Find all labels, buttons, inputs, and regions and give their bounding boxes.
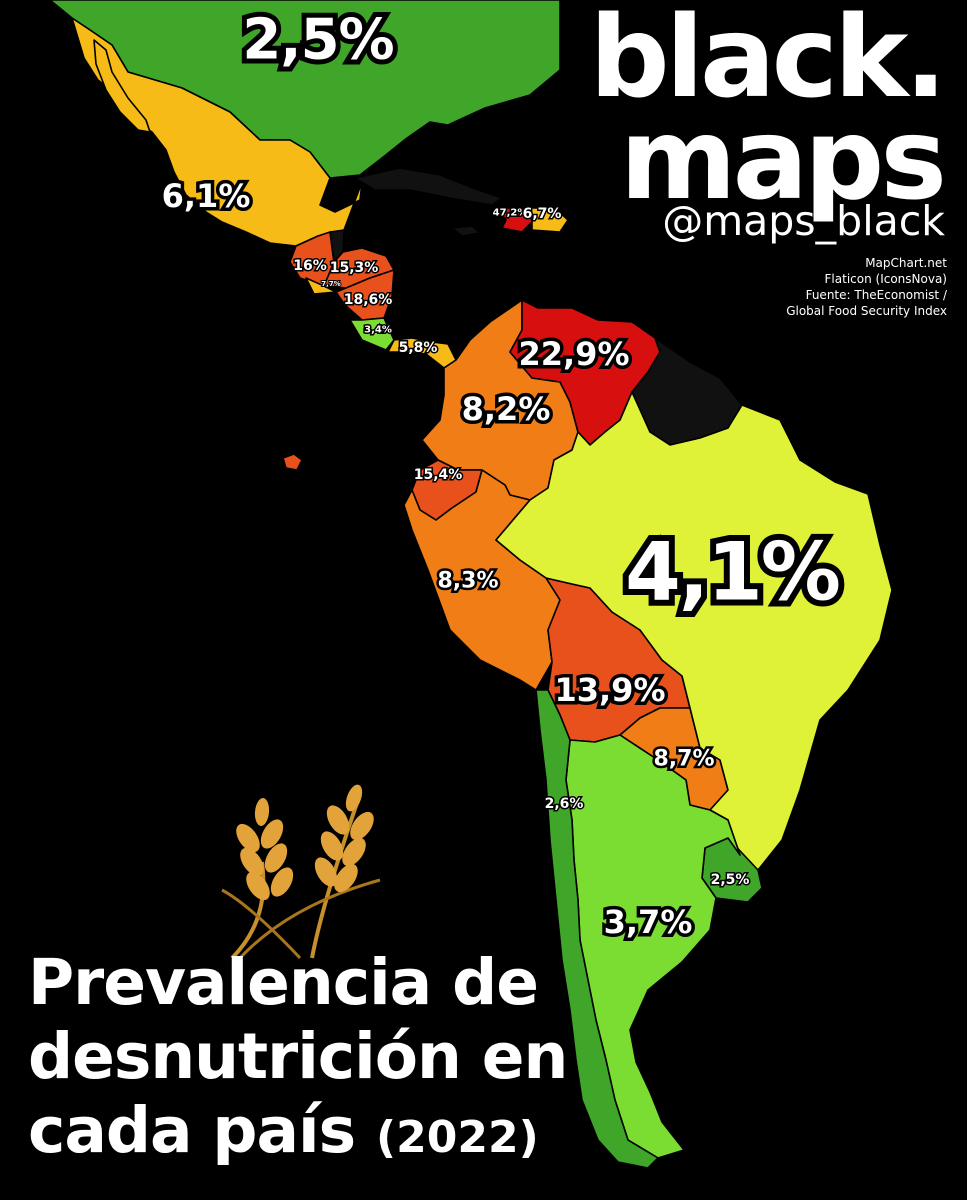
- credit-line: MapChart.net: [865, 256, 947, 270]
- label-bolivia: 13,9%: [551, 668, 669, 713]
- label-ecuador: 15,4%: [412, 466, 464, 485]
- credit-line: Flaticon (IconsNova): [824, 272, 947, 286]
- brand-logo-line-1: black.: [589, 0, 947, 123]
- title-line-1: Prevalencia de: [28, 946, 539, 1019]
- label-paraguay: 8,7%: [651, 744, 717, 774]
- credit-line: Global Food Security Index: [786, 304, 947, 318]
- label-uruguay: 2,5%: [709, 871, 751, 890]
- label-guatemala: 16%: [292, 257, 328, 276]
- social-handle: @maps_black: [662, 197, 945, 245]
- label-colombia: 8,2%: [458, 387, 554, 432]
- title-line-2: desnutrición en: [28, 1020, 568, 1093]
- label-argentina: 3,7%: [600, 900, 696, 945]
- wheat-icon: [221, 784, 381, 960]
- label-peru: 8,3%: [435, 566, 501, 596]
- label-costa-rica: 3,4%: [363, 323, 394, 337]
- label-honduras: 15,3%: [328, 259, 380, 278]
- region-nicaragua: [335, 269, 395, 321]
- region-dominican-republic: [529, 207, 569, 233]
- label-panama: 5,8%: [397, 339, 439, 358]
- region-galapagos: [282, 453, 303, 471]
- title-line-3: cada país (2022): [28, 1094, 567, 1175]
- region-jamaica: [451, 225, 481, 237]
- label-brazil: 4,1%: [619, 520, 847, 625]
- label-haiti: 47,2%: [491, 206, 529, 220]
- brand-logo-line-2: maps: [619, 95, 947, 225]
- label-mexico: 6,1%: [158, 174, 254, 219]
- title-year: (2022): [376, 1112, 539, 1163]
- title-line-3-text: cada país: [28, 1094, 356, 1167]
- region-baja-california: [93, 39, 151, 133]
- label-dominican-republic: 6,7%: [521, 205, 563, 224]
- map-title: Prevalencia de desnutrición en cada país…: [28, 946, 568, 1175]
- region-cuba: [354, 167, 503, 206]
- label-chile: 2,6%: [543, 795, 585, 814]
- region-chile: [535, 689, 659, 1169]
- label-nicaragua: 18,6%: [342, 291, 394, 310]
- source-credits: MapChart.net Flaticon (IconsNova) Fuente…: [786, 255, 947, 319]
- label-venezuela: 22,9%: [515, 332, 633, 377]
- label-el-salvador: 7,7%: [320, 279, 341, 289]
- credit-line: Fuente: TheEconomist /: [805, 288, 947, 302]
- label-usa: 2,5%: [237, 3, 399, 78]
